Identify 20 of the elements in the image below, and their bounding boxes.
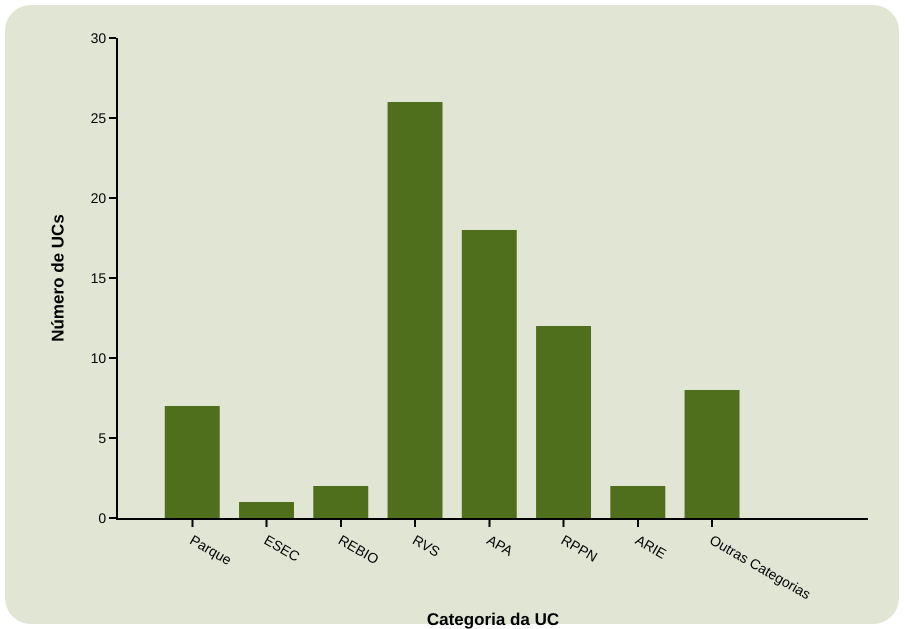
y-tick-label: 5 <box>98 430 106 446</box>
y-axis-title: Número de UCs <box>48 214 68 342</box>
bar <box>536 326 592 518</box>
y-tick-label: 15 <box>90 270 106 286</box>
y-tick-label: 20 <box>90 190 106 206</box>
bar <box>313 486 368 518</box>
y-tick-label: 0 <box>98 510 106 526</box>
x-tick-label: RVS <box>410 532 443 560</box>
x-axis-title: Categoria da UC <box>426 610 560 629</box>
x-tick-label: ARIE <box>632 532 670 562</box>
bar <box>164 406 220 518</box>
bar <box>239 502 294 518</box>
y-tick-label: 10 <box>90 350 106 366</box>
y-tick-label: 30 <box>90 30 106 46</box>
x-tick-label: APA <box>484 532 516 560</box>
bar <box>388 102 442 518</box>
y-tick-label: 25 <box>90 110 106 126</box>
bar <box>462 230 517 518</box>
bar <box>684 390 740 518</box>
bar <box>610 486 666 518</box>
